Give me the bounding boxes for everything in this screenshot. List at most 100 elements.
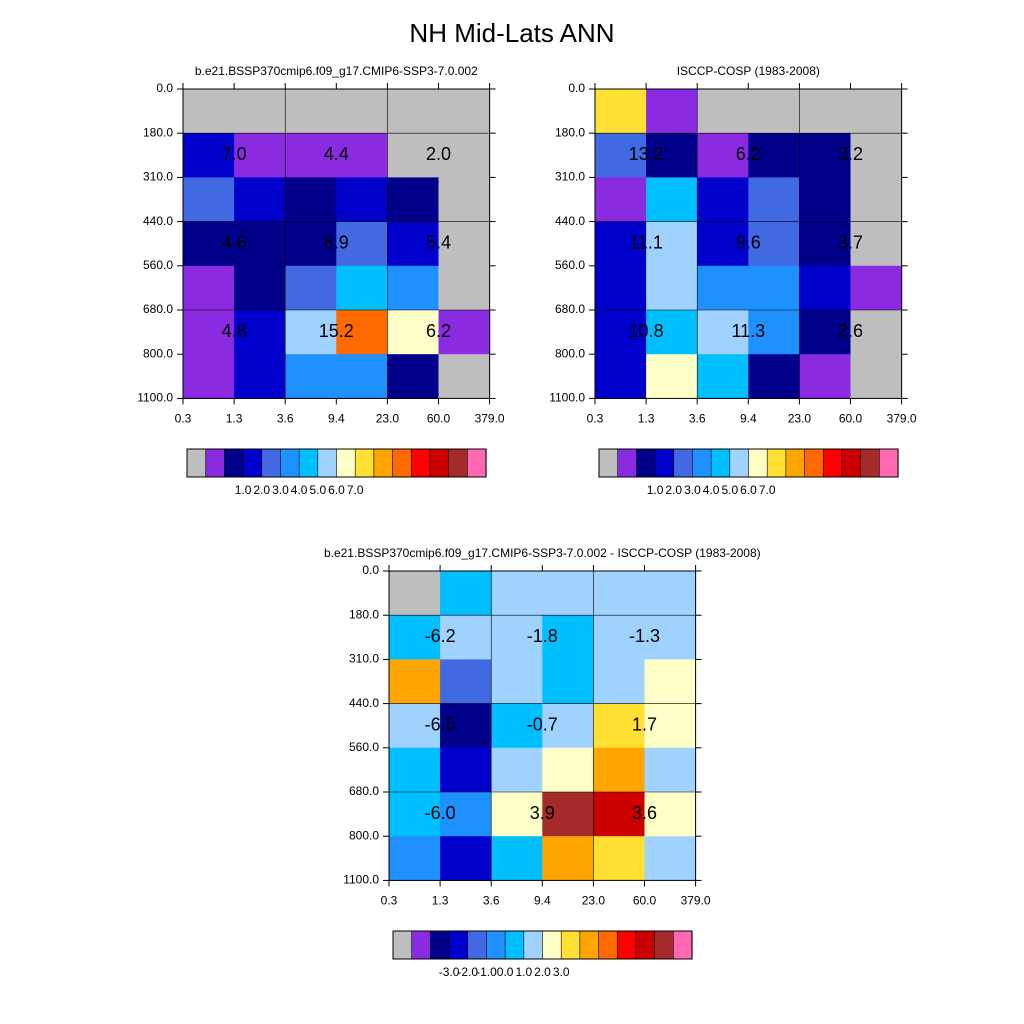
- colorbar-swatch: [822, 448, 843, 478]
- colorbar-swatch: [636, 448, 656, 478]
- colorbar-label: 7.0: [759, 483, 776, 497]
- colorbar-frame: [392, 930, 693, 960]
- x-tick-label: 60.0: [427, 412, 451, 426]
- heatmap-cell: [595, 133, 647, 178]
- colorbar-swatch: [579, 930, 600, 960]
- colorbar-swatch: [280, 448, 300, 478]
- heatmap-cell: [491, 703, 543, 749]
- colorbar-label: -1.0: [476, 965, 497, 979]
- heatmap-cell: [183, 89, 235, 134]
- colorbar-swatch: [429, 448, 450, 478]
- heatmap-cell: [183, 265, 235, 311]
- colorbar-swatch: [448, 930, 469, 960]
- heatmap-cell: [336, 354, 388, 399]
- x-tick-label: 379.0: [475, 412, 505, 426]
- colorbar-swatch: [692, 448, 712, 478]
- x-tick-label: 379.0: [681, 894, 711, 908]
- colorbar-swatch: [598, 448, 619, 478]
- y-tick-label: 800.0: [349, 828, 379, 842]
- y-tick-label: 310.0: [143, 170, 173, 184]
- heatmap-cell: [748, 177, 800, 223]
- cell-annotation: 7.0: [222, 144, 247, 164]
- heatmap-cell: [644, 836, 697, 881]
- y-tick-label: 560.0: [349, 740, 379, 754]
- y-tick-label: 560.0: [143, 258, 173, 272]
- heatmap-cell: [491, 747, 543, 793]
- y-tick-label: 1100.0: [549, 391, 585, 405]
- heatmap-cell: [440, 703, 492, 749]
- colorbar-swatch: [560, 930, 581, 960]
- colorbar-label: 6.0: [740, 483, 757, 497]
- heatmap-cell: [542, 792, 594, 837]
- colorbar-swatch: [654, 930, 674, 960]
- heatmap-cell: [593, 615, 646, 660]
- colorbar-swatch: [448, 448, 468, 478]
- x-tick-label: 9.4: [328, 412, 345, 426]
- colorbar-swatch: [392, 448, 412, 478]
- cell-annotation: 6.2: [426, 321, 451, 341]
- heatmap-cell: [644, 615, 697, 660]
- heatmap-cell: [234, 354, 286, 399]
- heatmap-cell: [644, 792, 697, 837]
- heatmap-cell: [285, 89, 337, 134]
- panel-obs: ISCCP-COSP (1983-2008) 0.0 180.0 310.0 440.0…: [549, 64, 917, 497]
- heatmap-cell: [593, 792, 646, 837]
- y-tick-label: 180.0: [555, 125, 585, 139]
- panel-title: ISCCP-COSP (1983-2008): [677, 64, 820, 78]
- heatmap-cell: [183, 133, 235, 178]
- heatmap-cell: [491, 836, 543, 881]
- heatmap-cell: [440, 836, 492, 881]
- y-tick-label: 680.0: [555, 302, 585, 316]
- heatmap-cell: [542, 836, 594, 881]
- heatmap-cell: [440, 615, 492, 660]
- y-tick-label: 440.0: [349, 696, 379, 710]
- y-tick-label: 680.0: [349, 784, 379, 798]
- heatmap-cell: [644, 747, 697, 793]
- x-tick-label: 23.0: [582, 894, 606, 908]
- x-tick-label: 0.3: [587, 412, 604, 426]
- heatmap-cell: [438, 221, 491, 267]
- x-tick-label: 1.3: [638, 412, 655, 426]
- colorbar-label: 2.0: [253, 483, 270, 497]
- heatmap-cell: [542, 703, 594, 749]
- heatmap-cell: [799, 354, 852, 399]
- heatmap-cell: [799, 177, 852, 223]
- colorbar-swatch: [710, 448, 731, 478]
- colorbar-swatch: [486, 930, 506, 960]
- heatmap-cell: [748, 133, 800, 178]
- y-tick-label: 440.0: [555, 214, 585, 228]
- colorbar-swatch: [766, 448, 787, 478]
- colorbar-label: 1.0: [235, 483, 252, 497]
- colorbar-swatch: [467, 930, 488, 960]
- colorbar-swatch: [635, 930, 656, 960]
- colorbar-swatch: [373, 448, 394, 478]
- colorbar-swatch: [748, 448, 768, 478]
- heatmap-cell: [389, 703, 441, 749]
- heatmap-cell: [491, 571, 543, 616]
- cell-annotation: 3.6: [632, 803, 657, 823]
- heatmap-cell: [697, 177, 749, 223]
- cell-annotation: -6.0: [425, 803, 456, 823]
- heatmap-cell: [850, 221, 903, 267]
- heatmap-cell: [234, 177, 286, 223]
- heatmap-cell: [850, 265, 903, 311]
- colorbar-swatch: [617, 448, 637, 478]
- colorbar-label: 4.0: [291, 483, 308, 497]
- cell-annotation: 4.6: [222, 232, 247, 252]
- cell-annotation: 13.2: [629, 144, 664, 164]
- cell-annotation: 2.0: [426, 144, 451, 164]
- colorbar-swatch: [616, 930, 637, 960]
- y-tick-label: 800.0: [555, 346, 585, 360]
- cell-annotation: 1.7: [632, 714, 657, 734]
- heatmap-cell: [593, 836, 646, 881]
- colorbar-swatch: [860, 448, 880, 478]
- heatmap-cell: [595, 89, 647, 134]
- cell-annotation: -0.7: [527, 714, 558, 734]
- heatmap-cell: [644, 659, 697, 705]
- heatmap-cell: [697, 89, 749, 134]
- heatmap-cell: [595, 354, 647, 399]
- x-tick-label: 9.4: [534, 894, 551, 908]
- heatmap-cell: [542, 571, 594, 616]
- heatmap-cell: [850, 177, 903, 223]
- heatmap-cell: [389, 792, 441, 837]
